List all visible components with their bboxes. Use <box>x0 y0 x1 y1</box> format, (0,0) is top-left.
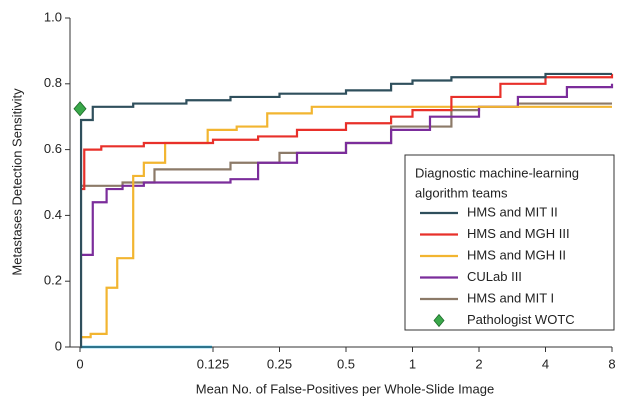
x-tick-label: 1 <box>409 356 416 371</box>
x-tick-label: 0.5 <box>337 356 355 371</box>
series-line <box>80 105 612 339</box>
x-tick-label: 0 <box>76 356 83 371</box>
x-tick-label: 8 <box>608 356 615 371</box>
y-tick-label: 0 <box>55 338 62 353</box>
series-line <box>80 73 614 191</box>
legend-label: Pathologist WOTC <box>467 312 575 327</box>
legend-title: Diagnostic machine-learning <box>415 165 579 180</box>
legend-marker <box>433 313 445 328</box>
legend-box <box>404 154 615 331</box>
legend-label: CULab III <box>467 269 522 284</box>
legend-label: HMS and MGH II <box>467 247 566 262</box>
x-tick-label: 2 <box>475 356 482 371</box>
y-tick-label: 0.2 <box>44 273 62 288</box>
legend-label: HMS and MIT II <box>467 204 558 219</box>
y-tick-label: 0.4 <box>44 207 62 222</box>
x-tick-label: 0.25 <box>267 356 292 371</box>
x-tick-label: 4 <box>542 356 549 371</box>
series-line <box>79 72 612 349</box>
y-tick-label: 0.8 <box>44 75 62 90</box>
series-line <box>80 83 614 256</box>
legend-label: HMS and MIT I <box>467 290 554 305</box>
x-axis-label: Mean No. of False-Positives per Whole-Sl… <box>196 381 494 396</box>
legend-title: algorithm teams <box>415 185 508 200</box>
x-tick-label: 0.125 <box>197 356 230 371</box>
legend-label: HMS and MGH III <box>467 226 570 241</box>
y-axis-label: Metastases Detection Sensitivity <box>9 88 24 276</box>
y-tick-label: 1.0 <box>44 9 62 24</box>
diamond-marker <box>73 101 87 117</box>
y-tick-label: 0.6 <box>44 141 62 156</box>
